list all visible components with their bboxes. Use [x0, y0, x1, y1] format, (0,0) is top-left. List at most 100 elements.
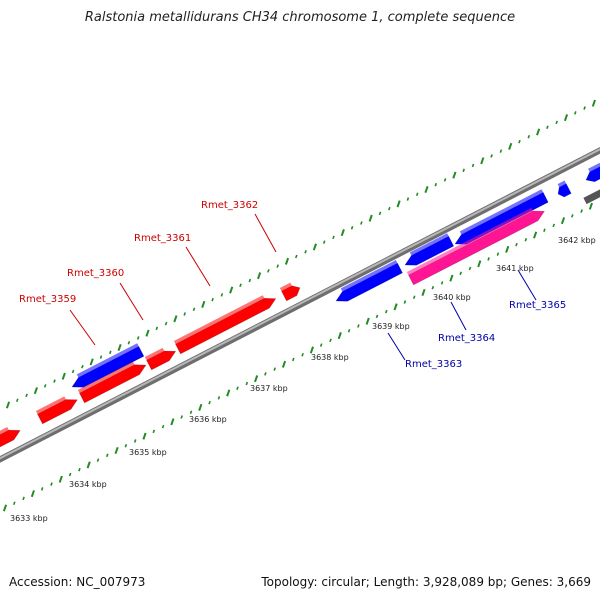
- upper-tick: [145, 329, 150, 337]
- map-title: Ralstonia metallidurans CH34 chromosome …: [84, 10, 516, 25]
- label-leader: [185, 246, 211, 287]
- gene-arrow-top: [279, 282, 292, 292]
- lower-tick: [347, 329, 351, 333]
- lower-tick: [365, 317, 370, 325]
- upper-tick: [43, 384, 47, 388]
- lower-tick: [226, 389, 231, 397]
- gene-label: Rmet_3359: [19, 294, 76, 305]
- kbp-label: 3640 kbp: [433, 293, 471, 302]
- lower-tick: [543, 228, 546, 232]
- upper-tick: [16, 398, 19, 402]
- accession-text: Accession: NC_007973: [9, 575, 146, 589]
- gene-label: Rmet_3362: [201, 200, 258, 211]
- label-leaders: [69, 213, 537, 361]
- lower-tick: [50, 482, 53, 486]
- lower-tick: [208, 400, 211, 405]
- kbp-label: 3635 kbp: [129, 448, 167, 457]
- lower-tick: [580, 209, 583, 213]
- upper-tick: [201, 300, 206, 308]
- upper-tick: [99, 355, 103, 359]
- upper-tick: [312, 243, 317, 251]
- lower-tick: [309, 346, 314, 354]
- lower-tick: [552, 223, 555, 228]
- lower-tick: [68, 472, 72, 477]
- gene-arrow: [585, 166, 600, 183]
- label-leader: [69, 309, 96, 346]
- label-leader: [387, 332, 406, 361]
- kbp-label: 3641 kbp: [496, 264, 534, 273]
- upper-tick: [443, 178, 447, 182]
- gene-arrow-top: [588, 162, 600, 172]
- upper-tick: [527, 135, 531, 139]
- upper-tick: [304, 249, 307, 254]
- upper-tick: [396, 200, 401, 208]
- lower-tick: [236, 386, 239, 391]
- lower-tick: [357, 324, 360, 328]
- lower-tick: [421, 288, 426, 297]
- lower-tick: [487, 257, 490, 261]
- upper-tick: [127, 340, 131, 345]
- upper-tick: [574, 111, 577, 115]
- lower-tick: [412, 295, 416, 300]
- lower-tick: [496, 252, 500, 256]
- lower-tick: [254, 375, 259, 383]
- lower-tick: [468, 266, 472, 271]
- lower-tick: [78, 467, 81, 472]
- lower-tick: [403, 300, 407, 304]
- upper-tick: [295, 254, 298, 259]
- upper-tick: [555, 120, 558, 125]
- lower-tick: [337, 332, 342, 340]
- upper-tick: [276, 264, 279, 268]
- upper-tick: [388, 206, 391, 211]
- backbone-inner-line: [583, 189, 600, 205]
- upper-tick: [25, 393, 28, 398]
- lower-tick: [96, 458, 100, 462]
- gene-arrow: [557, 183, 572, 198]
- lower-tick: [393, 303, 398, 311]
- upper-tick: [434, 182, 438, 187]
- label-leader: [254, 213, 277, 253]
- lower-tick: [449, 274, 454, 282]
- lower-tick: [329, 338, 332, 343]
- upper-tick: [136, 336, 140, 340]
- lower-tick: [133, 439, 137, 443]
- kbp-label: 3642 kbp: [558, 236, 596, 245]
- label-leader: [450, 301, 467, 331]
- upper-tick: [415, 192, 419, 197]
- lower-tick: [40, 487, 44, 491]
- lower-tick: [292, 357, 295, 362]
- upper-tick: [117, 343, 122, 352]
- lower-tick: [106, 453, 109, 458]
- lower-tick: [152, 429, 156, 434]
- upper-tick: [192, 307, 196, 311]
- label-leader: [517, 269, 537, 301]
- lower-tick: [440, 281, 444, 285]
- upper-tick: [239, 283, 242, 288]
- upper-tick: [81, 364, 84, 369]
- gene-arrow-top: [76, 343, 139, 378]
- gene-label: Rmet_3363: [405, 359, 462, 370]
- lower-tick: [86, 461, 91, 469]
- lower-tick: [13, 501, 16, 505]
- gene-label: Rmet_3360: [67, 268, 124, 279]
- upper-tick: [360, 221, 363, 225]
- kbp-label: 3637 kbp: [250, 384, 288, 393]
- upper-tick: [591, 99, 596, 107]
- lower-tick: [385, 309, 388, 314]
- kbp-labels: 3633 kbp 3634 kbp 3635 kbp 3636 kbp 3637 kbp…: [10, 236, 596, 523]
- kbp-label: 3633 kbp: [10, 514, 48, 523]
- upper-tick: [322, 240, 326, 244]
- gene-arrow-top: [173, 295, 265, 345]
- upper-tick: [452, 171, 457, 179]
- upper-tick: [583, 106, 586, 110]
- gene-label: Rmet_3365: [509, 300, 566, 311]
- gene-arrow: [281, 285, 301, 302]
- backbone-line: [0, 147, 600, 463]
- upper-tick: [71, 369, 75, 374]
- upper-tick: [490, 154, 493, 158]
- gene-arrow-top: [77, 361, 135, 394]
- lower-tick: [2, 504, 8, 512]
- lower-tick: [560, 217, 566, 225]
- backbone: [0, 147, 600, 463]
